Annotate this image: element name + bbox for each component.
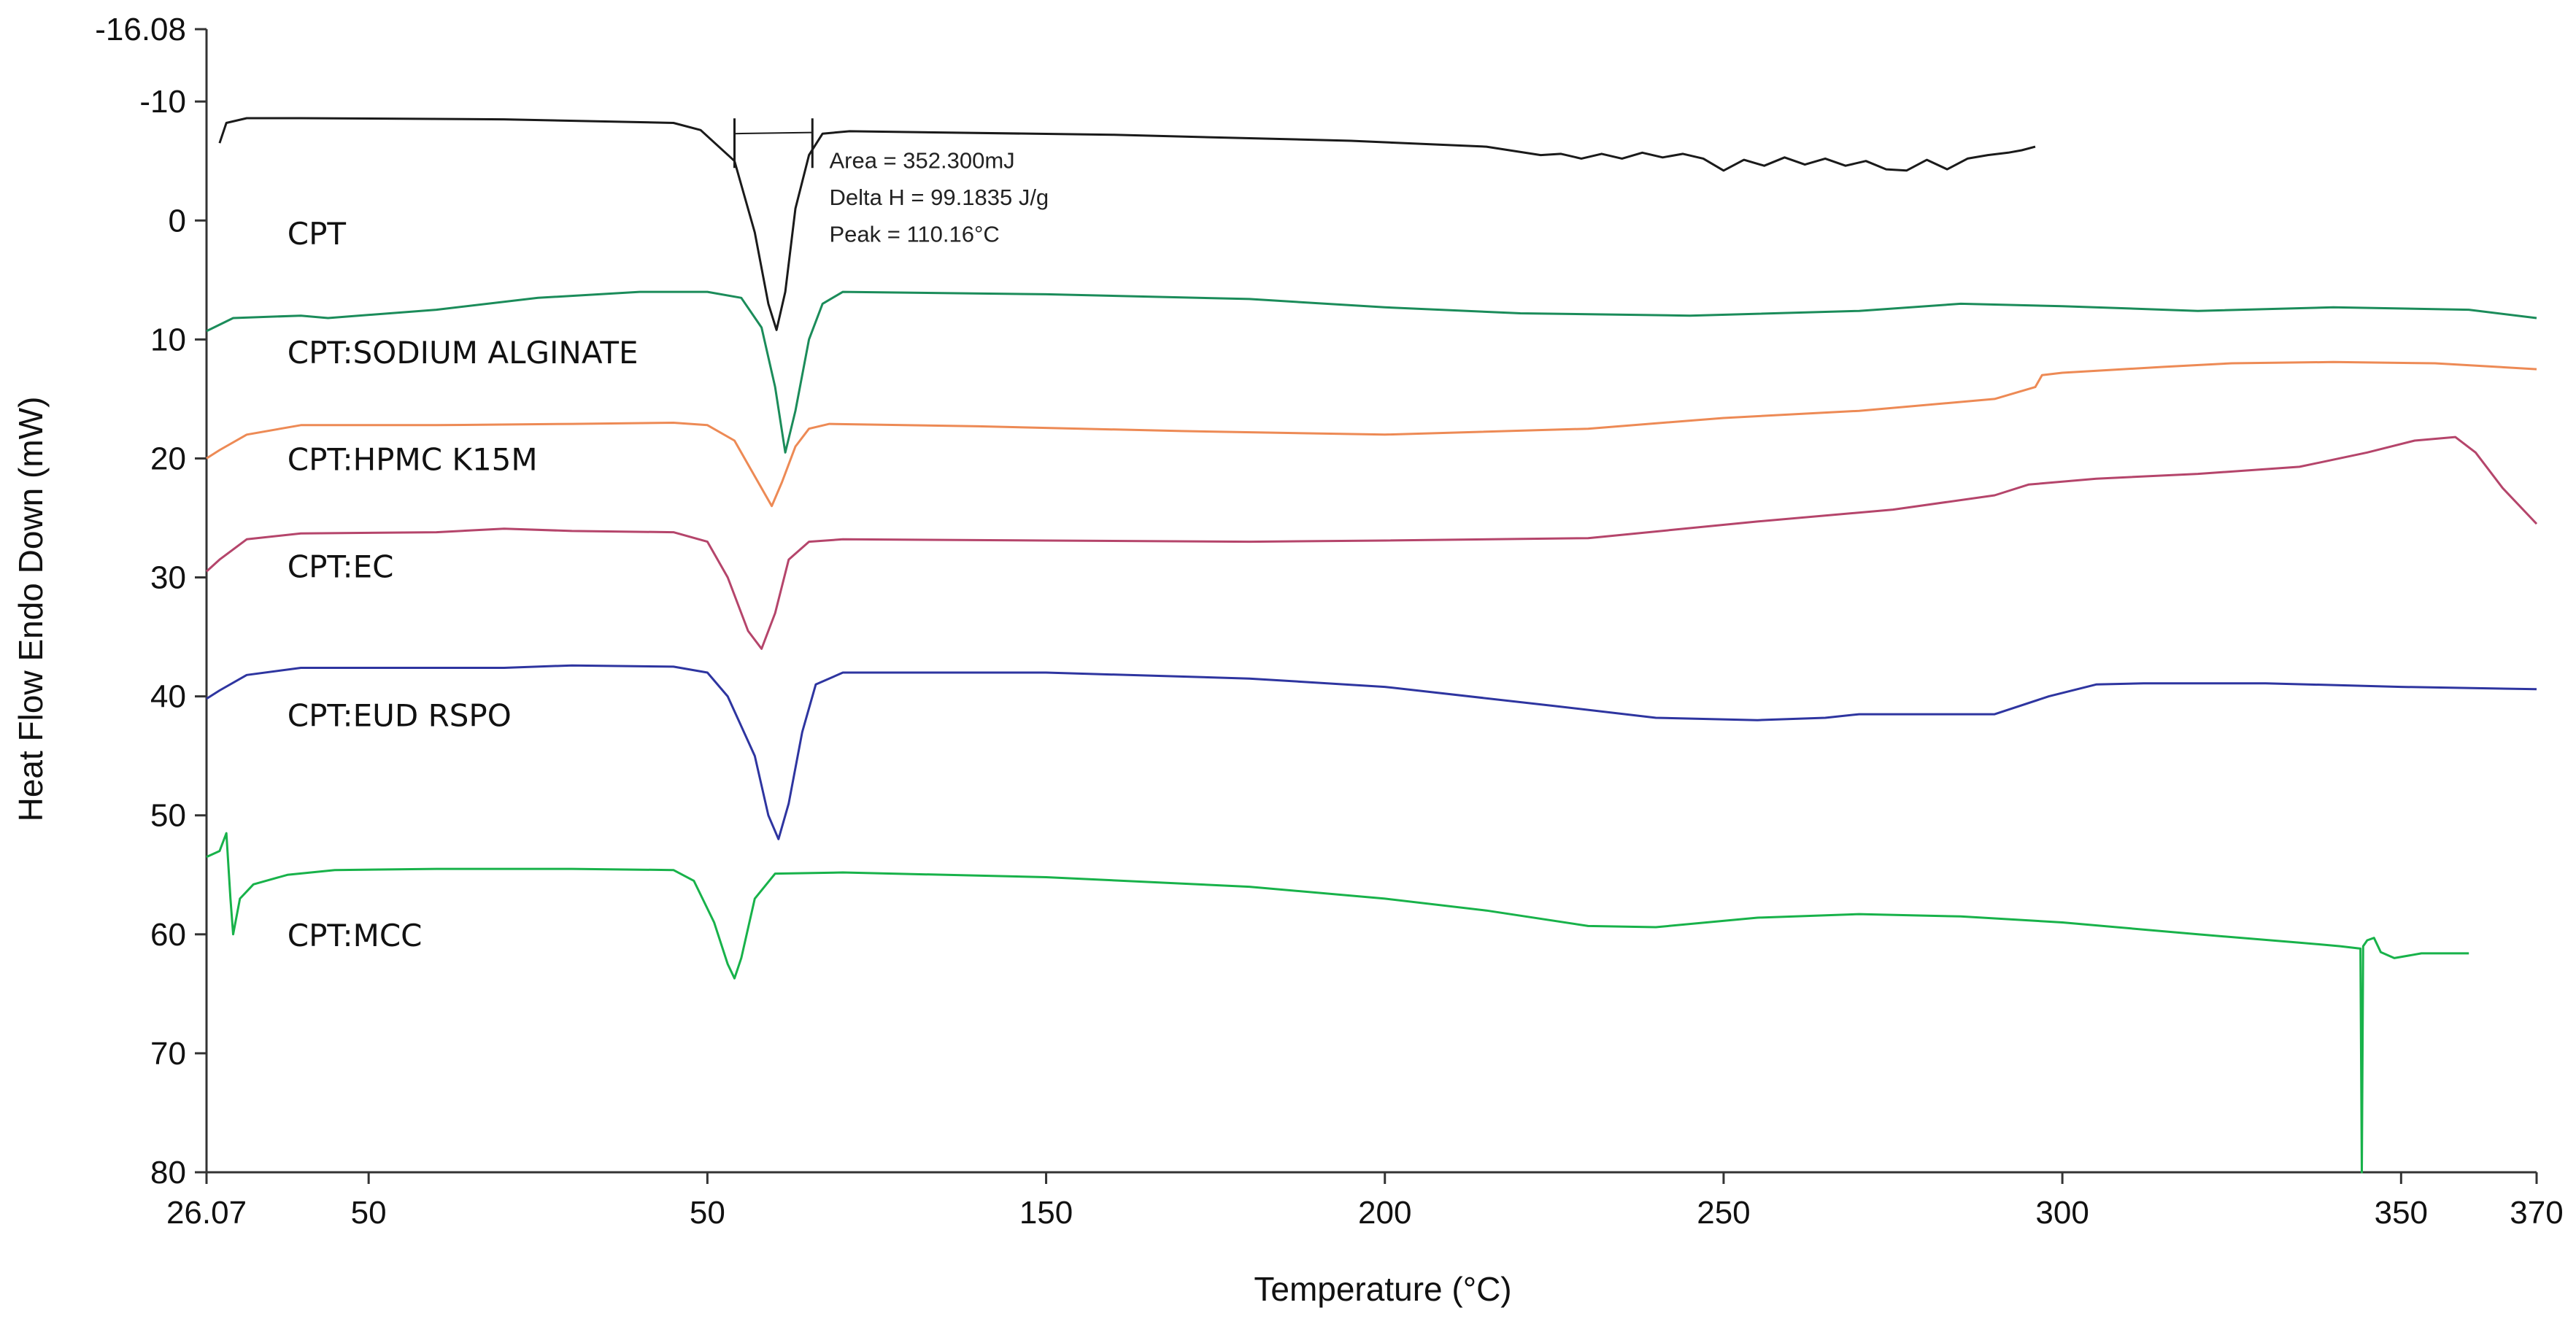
x-tick-label: 26.07 [166, 1195, 247, 1231]
annotation-text: Area = 352.300mJ [829, 147, 1014, 173]
series-label: CPT:EUD RSPO [288, 697, 512, 733]
x-tick-label: 150 [1019, 1195, 1073, 1231]
series-layer [205, 117, 2538, 1174]
y-tick-label: 40 [150, 679, 186, 715]
y-tick-label: 60 [150, 917, 186, 953]
axes: -16.08 -10 0 10 20 30 40 50 60 70 80 26.07 50 50 150 20… [95, 12, 2563, 1231]
series-line [218, 117, 2036, 331]
series-line [206, 290, 2537, 454]
series-line [206, 360, 2537, 508]
x-tick-label: 350 [2375, 1195, 2428, 1231]
integration-baseline [734, 131, 813, 135]
y-tick-label: 10 [150, 322, 186, 357]
y-axis-title: Heat Flow Endo Down (mW) [12, 397, 50, 822]
annotation-layer: Area = 352.300mJ Delta H = 99.1835 J/g Pea… [733, 118, 1049, 247]
labels-layer: CPT CPT:SODIUM ALGINATE CPT:HPMC K15M CPT:E… [288, 216, 639, 953]
series-label: CPT:HPMC K15M [288, 442, 538, 478]
series-line [206, 664, 2537, 840]
series-label: CPT:EC [288, 549, 394, 585]
y-tick-label: 70 [150, 1036, 186, 1072]
y-tick-label: -16.08 [95, 12, 186, 47]
x-tick-label: 200 [1358, 1195, 1411, 1231]
x-axis-title: Temperature (°C) [1254, 1270, 1511, 1308]
y-tick-label: 80 [150, 1155, 186, 1191]
series-line [206, 832, 2469, 1174]
x-tick-label: 250 [1697, 1195, 1750, 1231]
series-label: CPT [288, 216, 347, 252]
x-tick-label: 300 [2035, 1195, 2089, 1231]
x-tick-label: 370 [2510, 1195, 2563, 1231]
x-tick-label: 50 [351, 1195, 387, 1231]
series-line [205, 435, 2538, 650]
x-tick-label: 50 [690, 1195, 725, 1231]
y-tick-label: 0 [169, 203, 186, 239]
y-tick-label: 30 [150, 560, 186, 596]
y-tick-label: -10 [139, 84, 186, 120]
annotation-text: Delta H = 99.1835 J/g [829, 185, 1049, 210]
annotation-text: Peak = 110.16°C [829, 222, 999, 247]
y-tick-label: 50 [150, 798, 186, 834]
series-label: CPT:MCC [288, 918, 423, 953]
series-label: CPT:SODIUM ALGINATE [288, 335, 639, 371]
y-tick-label: 20 [150, 441, 186, 476]
